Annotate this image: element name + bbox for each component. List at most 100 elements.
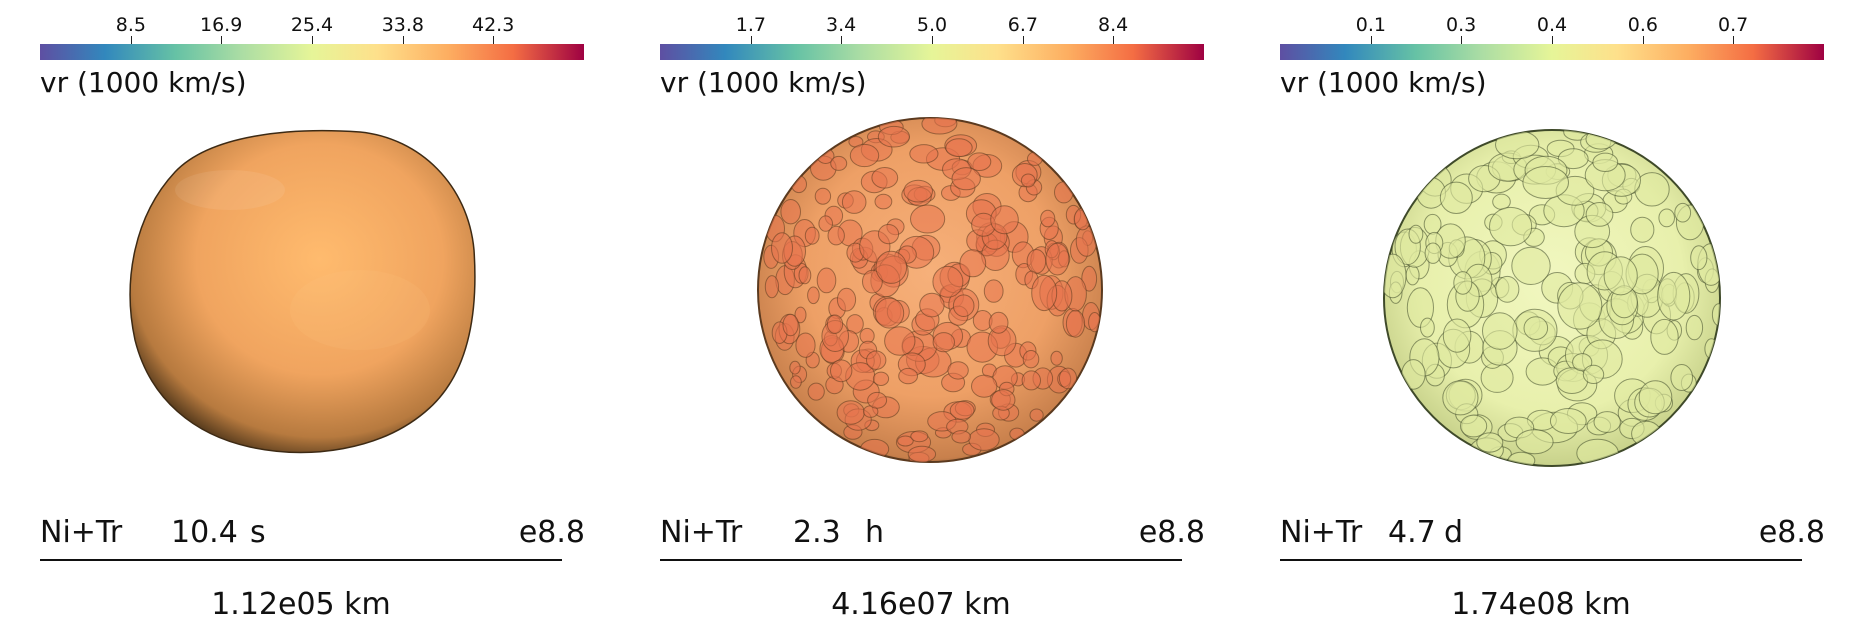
surface-bubble bbox=[874, 297, 905, 329]
surface-bubble bbox=[1685, 314, 1704, 341]
surface-bubble bbox=[988, 311, 1009, 334]
surface-bubble bbox=[782, 313, 799, 337]
scale-bar bbox=[1280, 559, 1802, 561]
surface-bubble bbox=[952, 294, 975, 317]
isosurface-bubbles bbox=[763, 118, 1102, 462]
surface-bubble bbox=[884, 326, 916, 356]
surface-bubble bbox=[1492, 193, 1511, 210]
surface-bubble bbox=[841, 190, 867, 214]
surface-bubble bbox=[1442, 318, 1472, 353]
surface-bubble bbox=[1075, 225, 1098, 257]
surface-bubble bbox=[860, 438, 890, 460]
surface-bubble bbox=[910, 430, 929, 443]
surface-bubble bbox=[1040, 209, 1056, 228]
surface-bubble bbox=[771, 232, 793, 264]
surface-bubble bbox=[1582, 364, 1605, 384]
isosurface-lumps bbox=[1384, 130, 1720, 466]
surface-bubble bbox=[1424, 242, 1442, 264]
colorbar-tick-label: 6.7 bbox=[1007, 14, 1038, 36]
colorbar-tick bbox=[841, 36, 843, 44]
surface-bubble bbox=[951, 167, 981, 191]
surface-bubble bbox=[1420, 317, 1435, 338]
energy-label: e8.8 bbox=[518, 515, 585, 550]
colorbar: 0.1 0.3 0.4 0.6 0.7 bbox=[1280, 14, 1824, 60]
scale-label: 1.74e08 km bbox=[1451, 587, 1631, 622]
surface-bubble bbox=[804, 226, 820, 245]
surface-bubble bbox=[872, 371, 890, 386]
colorbar-tick-label: 0.3 bbox=[1446, 14, 1477, 36]
surface-bubble bbox=[947, 361, 969, 380]
colorbar-tick bbox=[221, 36, 223, 44]
surface-bubble bbox=[814, 187, 832, 205]
colorbar-tick bbox=[1022, 36, 1024, 44]
colorbar-tick-label: 42.3 bbox=[471, 14, 515, 36]
colorbar-tick-label: 0.6 bbox=[1627, 14, 1658, 36]
colorbar-tick bbox=[1552, 36, 1553, 44]
scale-bar bbox=[660, 559, 1182, 561]
surface-bubble bbox=[877, 224, 900, 245]
surface-bubble bbox=[830, 155, 848, 171]
colorbar: 8.5 16.9 25.4 33.8 42.3 bbox=[40, 14, 584, 60]
surface-bubble bbox=[945, 138, 973, 158]
surface-bubble bbox=[1408, 224, 1424, 244]
colorbar-tick-label: 8.5 bbox=[115, 14, 146, 36]
surface-bubble bbox=[1021, 370, 1041, 391]
colorbar-tick-label: 0.4 bbox=[1536, 14, 1568, 36]
surface-bubble bbox=[816, 267, 837, 294]
colorbar-tick-label: 33.8 bbox=[381, 14, 424, 36]
surface-bubble bbox=[867, 391, 888, 409]
surface-bubble bbox=[1009, 427, 1025, 441]
surface-bubble bbox=[971, 374, 998, 398]
surface-bubble bbox=[1020, 173, 1036, 188]
surface-bubble bbox=[877, 125, 910, 148]
surface-bubble bbox=[1460, 414, 1488, 438]
surface-bubble bbox=[990, 205, 1019, 235]
surface-bubble bbox=[1557, 282, 1603, 330]
surface-bubble bbox=[1026, 249, 1047, 274]
colorbar-tick bbox=[130, 36, 132, 44]
model-label: Ni+Tr bbox=[1280, 515, 1363, 550]
colorbar-tick-label: 1.7 bbox=[735, 14, 766, 36]
surface-bubble bbox=[1022, 350, 1040, 369]
panel-3: 0.1 0.3 0.4 0.6 0.7 vr (1000 km/s) Ni+Tr… bbox=[1240, 0, 1860, 640]
surface-bubble bbox=[1657, 271, 1691, 321]
surface-bubble bbox=[1495, 275, 1520, 303]
surface-bubble bbox=[1523, 316, 1549, 341]
surface-bubble bbox=[826, 314, 844, 334]
surface-bubble bbox=[795, 332, 816, 358]
surface-bubble bbox=[1585, 202, 1614, 227]
surface-bubble bbox=[1630, 216, 1655, 243]
ejecta-isosurface bbox=[1383, 129, 1721, 467]
surface-bubble bbox=[1081, 265, 1098, 292]
colorbar-tick bbox=[402, 36, 404, 44]
colorbar-tick-label: 0.1 bbox=[1355, 14, 1386, 36]
surface-bubble bbox=[1549, 408, 1587, 434]
colorbar-tick bbox=[1370, 36, 1372, 44]
surface-bubble bbox=[949, 400, 975, 420]
surface-bubble bbox=[897, 435, 914, 447]
surface-bubble bbox=[875, 250, 908, 284]
ejecta-isosurface bbox=[757, 117, 1103, 463]
surface-bubble bbox=[874, 193, 893, 210]
colorbar-gradient bbox=[1280, 44, 1824, 60]
surface-bubble bbox=[1522, 166, 1570, 199]
time-unit: h bbox=[865, 515, 885, 550]
time-value: 10.4 bbox=[171, 515, 238, 550]
surface-bubble bbox=[849, 143, 880, 168]
time-unit: d bbox=[1444, 515, 1464, 550]
surface-bubble bbox=[1058, 367, 1078, 390]
colorbar-tick-label: 5.0 bbox=[916, 14, 948, 36]
surface-bubble bbox=[968, 428, 1000, 451]
surface-bubble bbox=[932, 332, 955, 353]
surface-bubble bbox=[1453, 271, 1473, 295]
surface-bubble bbox=[1439, 181, 1473, 215]
surface-bubble bbox=[807, 382, 825, 401]
surface-bubble bbox=[1658, 208, 1676, 228]
surface-bubble bbox=[1405, 265, 1420, 286]
surface-bubble bbox=[919, 292, 945, 318]
info-row: Ni+Tr 10.4 s e8.8 bbox=[40, 512, 585, 554]
time-unit: s bbox=[250, 515, 266, 550]
surface-bubble bbox=[1603, 256, 1638, 296]
colorbar-gradient bbox=[40, 44, 584, 60]
surface-bubble bbox=[1045, 242, 1070, 276]
